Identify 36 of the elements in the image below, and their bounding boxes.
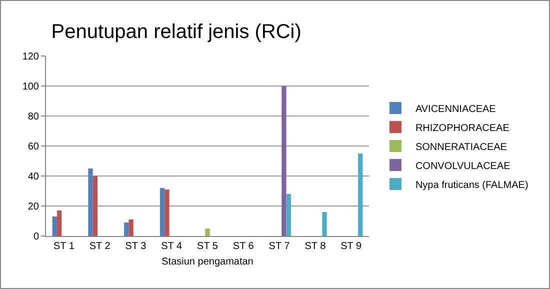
x-tick-label: ST 3 xyxy=(125,241,147,252)
bar xyxy=(52,216,57,236)
x-tick-label: ST 4 xyxy=(161,241,183,252)
x-tick-label: ST 2 xyxy=(89,241,111,252)
x-tick-label: ST 7 xyxy=(268,241,290,252)
y-tick-label: 0 xyxy=(33,232,40,242)
bar xyxy=(358,154,363,236)
x-tick-label: ST 1 xyxy=(53,241,75,252)
legend-label: SONNERATIACEAE xyxy=(415,142,508,153)
bar xyxy=(205,228,210,236)
legend-label: Nypa fruticans (FALMAE) xyxy=(415,180,528,191)
y-tick-label: 100 xyxy=(22,82,40,92)
bar xyxy=(164,190,170,236)
bar xyxy=(282,86,286,236)
x-tick-label: ST 8 xyxy=(304,241,326,252)
y-tick-label: 60 xyxy=(28,142,40,152)
bar xyxy=(56,210,62,236)
x-tick-label: ST 5 xyxy=(197,241,218,252)
bar xyxy=(92,176,98,236)
y-tick-label: 80 xyxy=(28,112,40,122)
chart-title: Penutupan relatif jenis (RCi) xyxy=(51,20,302,43)
x-tick-label: ST 6 xyxy=(232,241,254,252)
bar xyxy=(128,220,134,236)
bar xyxy=(160,188,165,236)
y-tick-label: 20 xyxy=(28,202,40,212)
bar xyxy=(322,212,327,236)
y-tick-label: 40 xyxy=(28,172,40,182)
bar xyxy=(286,194,291,236)
legend-label: RHIZOPHORACEAE xyxy=(415,122,510,134)
x-tick-label: ST 9 xyxy=(340,241,362,252)
y-tick-label: 120 xyxy=(22,52,40,62)
legend-label: CONVOLVULACEAE xyxy=(415,160,511,172)
bar xyxy=(124,222,129,236)
x-axis-title: Stasiun pengamatan xyxy=(162,256,254,268)
bar xyxy=(88,168,93,236)
legend-label: AVICENNIACEAE xyxy=(415,104,496,115)
